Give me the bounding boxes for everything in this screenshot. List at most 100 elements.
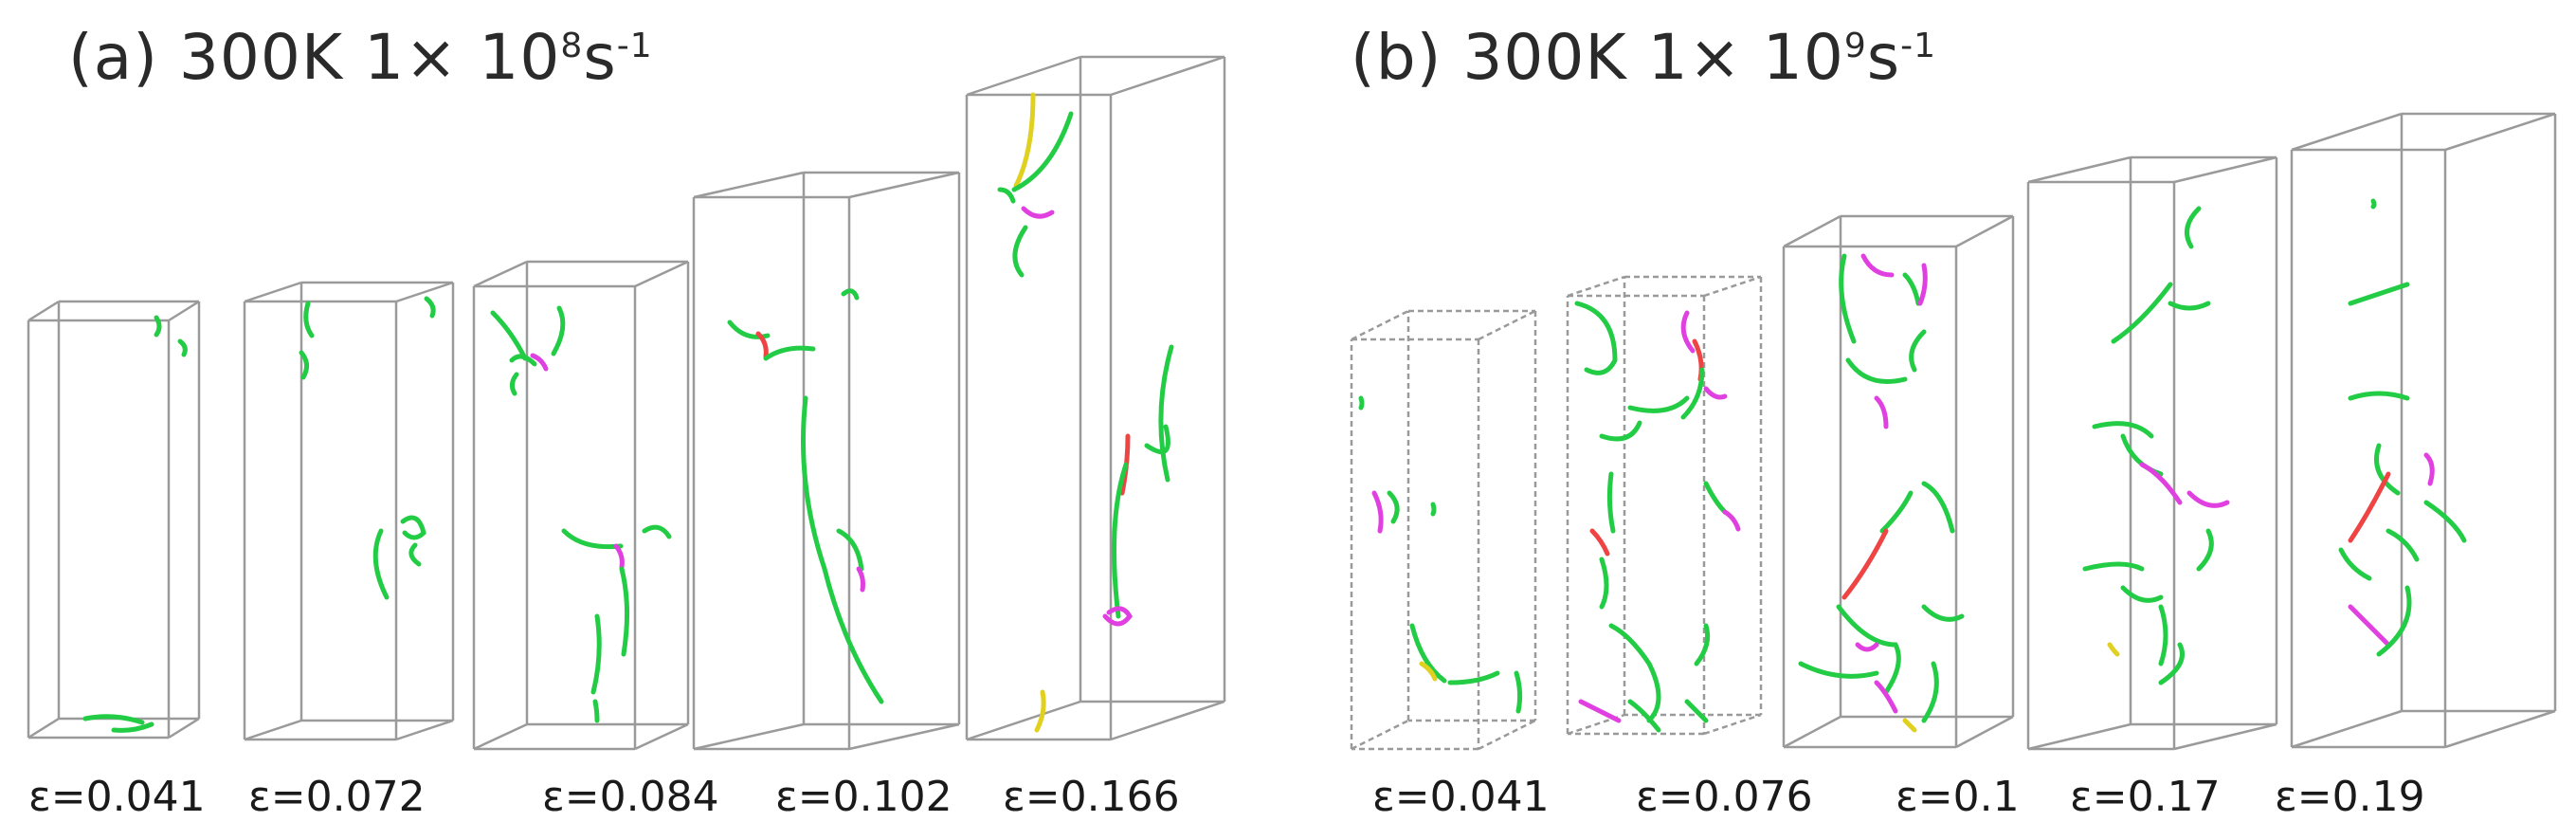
- dislocation-line: [1921, 481, 1955, 534]
- dislocation-line: [1589, 528, 1610, 557]
- dislocation-line: [2376, 585, 2412, 657]
- dislocation-line: [1608, 623, 1652, 667]
- dislocation-line: [1722, 509, 1741, 532]
- dislocation-line: [1447, 670, 1500, 685]
- sim-box-a-4: [692, 171, 961, 751]
- dislocation-line: [1921, 604, 1965, 622]
- dislocation-line: [111, 721, 154, 733]
- dislocation-line: [1358, 395, 1365, 411]
- dislocation-line: [2386, 528, 2420, 562]
- dislocation-line: [2370, 198, 2377, 210]
- sim-box-b-2: [1566, 275, 1763, 736]
- dislocation-line: [1680, 367, 1705, 420]
- strain-label-a-2: ε=0.072: [248, 773, 426, 821]
- dislocation-line: [1112, 462, 1129, 619]
- dislocation-line: [177, 338, 188, 357]
- dislocation-line: [592, 699, 600, 723]
- dislocation-line: [400, 515, 426, 540]
- dislocation-line: [299, 350, 309, 380]
- dislocation-line: [2158, 604, 2168, 667]
- dislocation-line: [2168, 301, 2211, 311]
- dislocation-line: [1387, 490, 1400, 524]
- dislocation-line: [1694, 623, 1711, 667]
- dislocation-line: [1902, 272, 1921, 306]
- simulation-boxes: [27, 55, 2557, 751]
- dislocation-line: [997, 187, 1016, 204]
- strain-label-b-2: ε=0.076: [1636, 773, 1813, 821]
- dislocation-line: [613, 543, 625, 570]
- strain-label-b-4: ε=0.17: [2070, 773, 2221, 821]
- dislocation-line: [2139, 462, 2183, 505]
- dislocation-line: [1599, 420, 1642, 442]
- dislocation-line: [1874, 395, 1889, 429]
- dislocation-line: [2423, 500, 2467, 543]
- dislocation-line: [2348, 471, 2391, 543]
- dislocation-line: [642, 524, 672, 539]
- dislocation-line: [2186, 490, 2230, 508]
- strain-label-a-3: ε=0.084: [542, 773, 719, 821]
- dislocation-line: [1012, 225, 1028, 278]
- dislocation-line: [154, 315, 162, 338]
- dislocation-line: [619, 566, 630, 657]
- strain-label-b-1: ε=0.041: [1372, 773, 1550, 821]
- dislocation-line: [1606, 471, 1616, 534]
- dislocation-line: [1902, 718, 1917, 733]
- dislocation-line: [1021, 206, 1055, 219]
- panel-a-title: (a) 300K 1× 108s-1: [68, 21, 653, 94]
- dislocation-line: [2348, 282, 2410, 306]
- dislocation-line: [2348, 391, 2410, 401]
- dislocation-line: [1371, 490, 1384, 534]
- dislocation-line: [836, 528, 864, 572]
- dislocation-line: [2185, 206, 2202, 249]
- dislocation-line: [1409, 623, 1447, 684]
- dislocation-line: [1860, 253, 1895, 278]
- strain-labels: ε=0.041 ε=0.072 ε=0.084 ε=0.102 ε=0.166 …: [28, 773, 2425, 821]
- dislocation-line: [1419, 661, 1438, 682]
- strain-label-b-5: ε=0.19: [2275, 773, 2425, 821]
- dislocation-line: [590, 613, 602, 695]
- sim-box-b-3: [1782, 214, 2015, 749]
- panel-b-title: (b) 300K 1× 109s-1: [1351, 21, 1937, 94]
- dislocation-line: [1430, 502, 1437, 517]
- dislocation-line: [1845, 357, 1908, 384]
- strain-label-a-1: ε=0.041: [28, 773, 206, 821]
- dislocation-line: [841, 288, 860, 301]
- sim-box-b-4: [2026, 155, 2278, 751]
- dislocation-line: [1874, 680, 1898, 714]
- dislocation-lines: [82, 92, 2467, 733]
- dislocation-line: [2423, 452, 2435, 486]
- dislocation-line: [1921, 661, 1939, 723]
- strain-label-b-3: ε=0.1: [1896, 773, 2020, 821]
- dislocation-line: [1684, 699, 1709, 723]
- dislocation-line: [1102, 606, 1133, 627]
- dislocation-line: [561, 528, 624, 550]
- dislocation-line: [1011, 111, 1074, 192]
- dislocation-line: [303, 301, 315, 338]
- dislocation-line: [530, 353, 549, 372]
- dislocation-line: [1841, 528, 1889, 600]
- dislocation-line: [424, 296, 436, 319]
- dislocation-line: [1703, 481, 1728, 515]
- dislocation-line: [2120, 585, 2164, 603]
- dislocation-line: [1836, 604, 1901, 695]
- sim-box-a-1: [27, 300, 201, 740]
- dislocation-line: [2092, 421, 2154, 439]
- dislocation-line: [763, 345, 816, 361]
- dislocation-line: [509, 354, 537, 367]
- dislocation-line: [822, 566, 884, 704]
- dislocation-line: [2338, 547, 2372, 581]
- dislocation-line: [1909, 329, 1927, 373]
- dislocation-line: [801, 395, 827, 572]
- dislocation-line: [1798, 661, 1879, 679]
- dislocation-line: [1917, 263, 1928, 306]
- dislocation-line: [509, 372, 519, 396]
- dislocation-line: [82, 714, 145, 725]
- dislocation-line: [1627, 395, 1690, 413]
- dislocation-line: [490, 310, 528, 361]
- dislocation-line: [2158, 642, 2185, 685]
- sim-box-a-5: [965, 55, 1226, 741]
- dislocation-line: [1599, 557, 1609, 610]
- dislocation-line: [372, 528, 390, 600]
- dislocation-line: [2082, 561, 2145, 572]
